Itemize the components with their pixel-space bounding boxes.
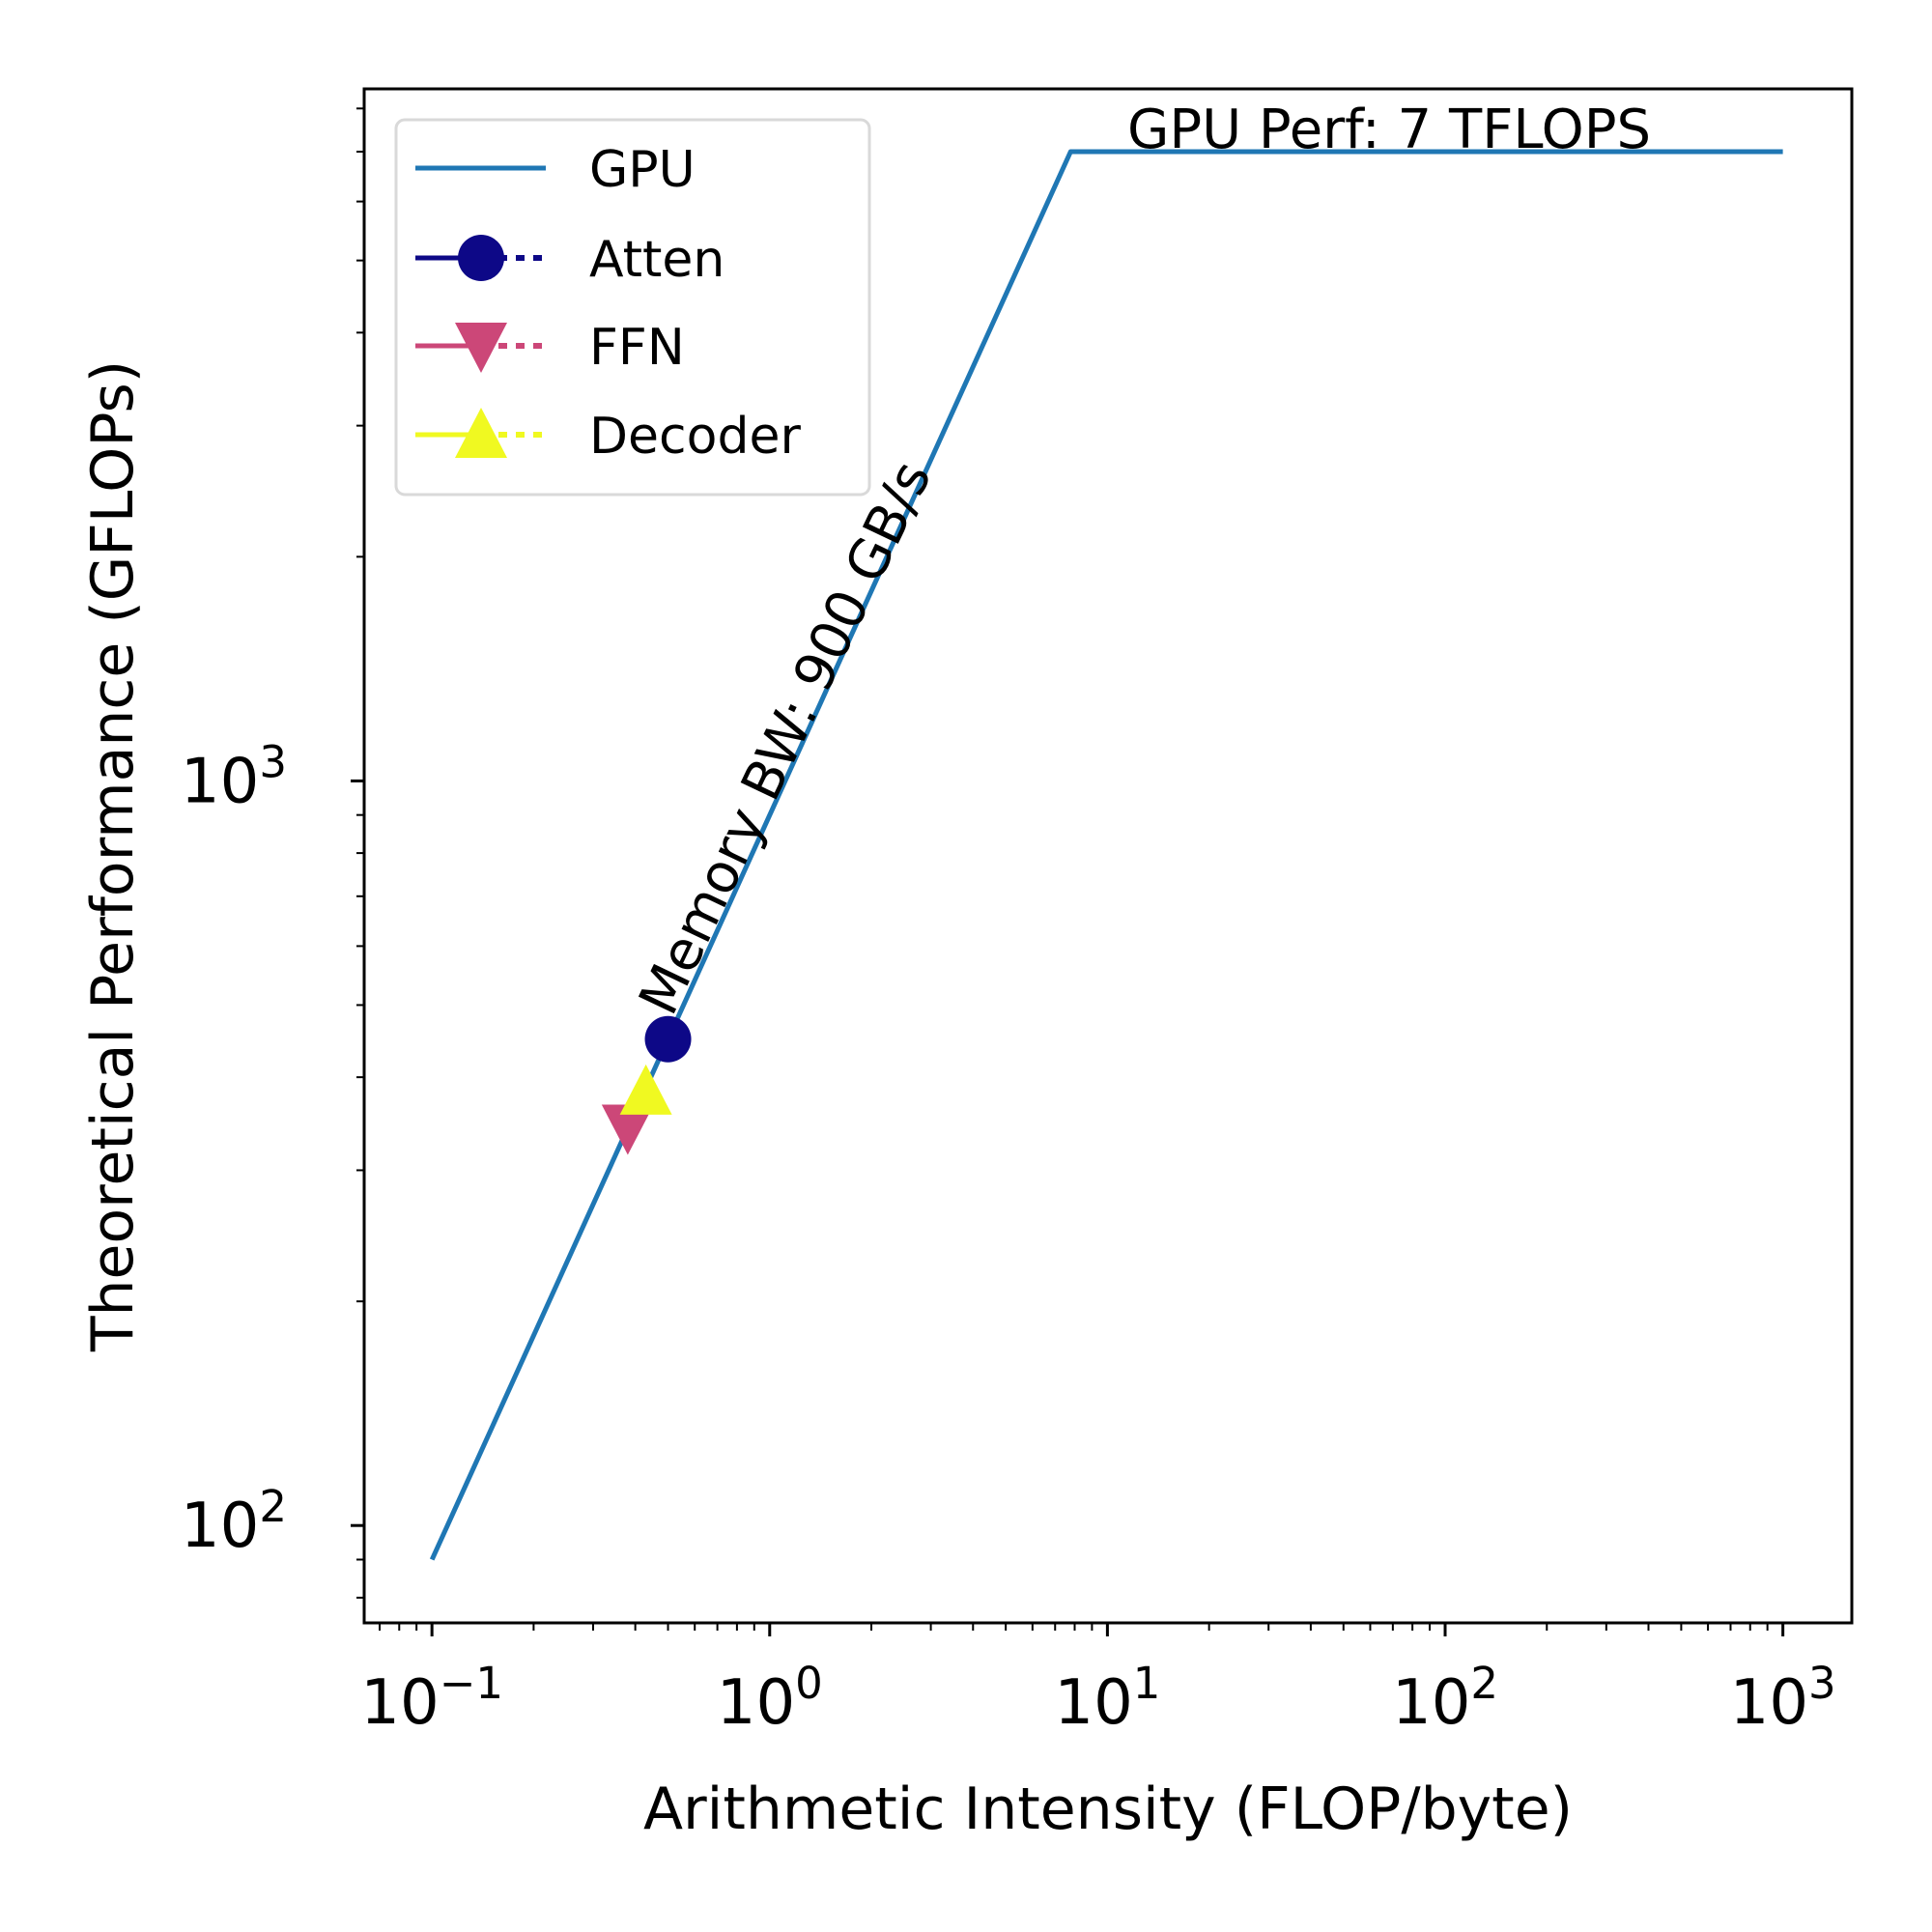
y-tick-label: 103	[181, 736, 287, 817]
plot-frame	[362, 87, 1854, 1625]
series-layer	[429, 149, 1783, 1561]
ffn-point	[601, 1104, 654, 1155]
legend-decoder-label: Decoder	[589, 408, 801, 466]
x-tick-label: 103	[1730, 1658, 1836, 1739]
y-axis-label: Theoretical Performance (GFLOPs)	[79, 360, 147, 1352]
x-tick-label: 10−1	[360, 1658, 503, 1739]
legend-decoder-marker	[455, 408, 507, 458]
x-axis-label: Arithmetic Intensity (FLOP/byte)	[643, 1776, 1573, 1843]
legend-atten-label: Atten	[589, 231, 724, 289]
legend: GPU Atten FFN Decoder	[394, 118, 871, 497]
legend-ffn-label: FFN	[589, 319, 685, 377]
legend-entry-decoder: Decoder	[415, 408, 801, 466]
decoder-point	[619, 1064, 672, 1115]
legend-gpu-label: GPU	[589, 141, 696, 199]
x-tick-label: 102	[1392, 1658, 1498, 1739]
x-tick-label: 101	[1054, 1658, 1160, 1739]
axis-ticks: 10−1 100 101 102 103 102 103	[181, 107, 1836, 1739]
peak-performance-annotation: GPU Perf: 7 TFLOPS	[1127, 99, 1651, 161]
atten-point	[644, 1015, 692, 1063]
legend-entry-ffn: FFN	[415, 319, 685, 377]
legend-entry-gpu: GPU	[415, 141, 696, 199]
y-tick-label: 102	[181, 1481, 287, 1562]
legend-box	[394, 118, 871, 497]
x-tick-label: 100	[717, 1658, 823, 1739]
legend-ffn-marker	[455, 323, 507, 373]
legend-entry-atten: Atten	[415, 231, 724, 289]
legend-atten-marker	[458, 235, 504, 281]
